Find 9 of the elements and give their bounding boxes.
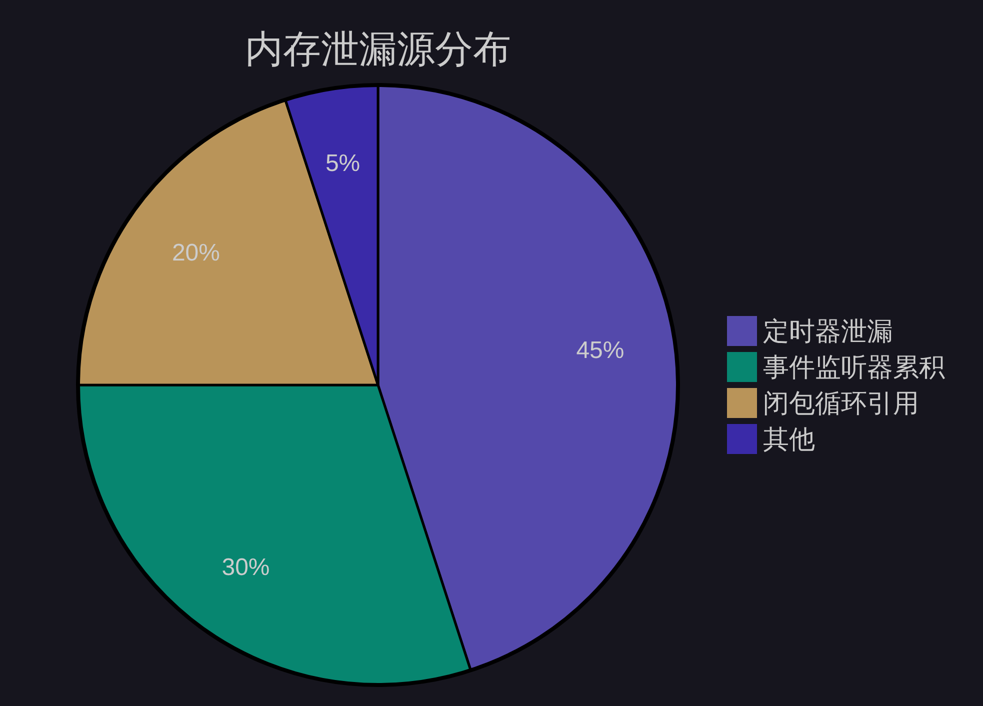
data-label: 30% <box>222 554 270 582</box>
legend-label: 事件监听器累积 <box>763 352 945 382</box>
data-label: 20% <box>172 240 220 267</box>
data-label: 5% <box>325 150 360 177</box>
legend-label: 定时器泄漏 <box>763 316 893 346</box>
legend-label: 其他 <box>763 424 815 454</box>
legend-label: 闭包循环引用 <box>763 388 919 418</box>
chart-title: 内存泄漏源分布 <box>245 29 511 71</box>
data-label: 45% <box>576 336 624 364</box>
